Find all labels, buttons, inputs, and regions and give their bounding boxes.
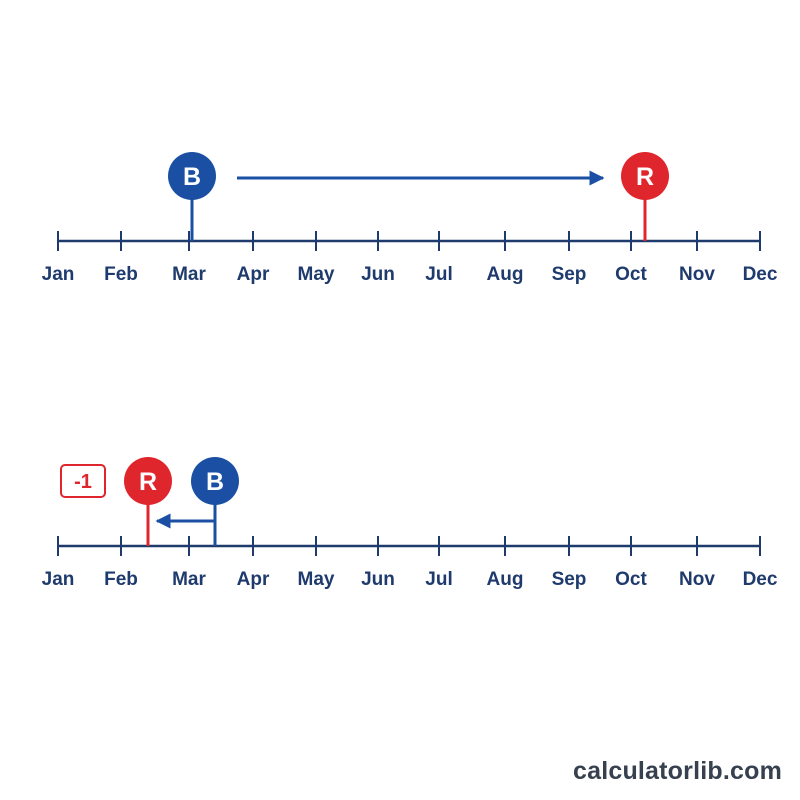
r-pin-icon: R <box>124 457 172 546</box>
month-label-feb: Feb <box>104 264 138 285</box>
r-pin-letter: R <box>636 163 654 191</box>
month-label-mar: Mar <box>172 264 206 285</box>
month-label-jan: Jan <box>42 264 75 285</box>
r-pin-icon: R <box>621 152 669 241</box>
month-label-nov: Nov <box>679 569 715 590</box>
b-pin-letter: B <box>183 163 201 191</box>
month-label-sep: Sep <box>552 264 587 285</box>
month-label-jul: Jul <box>425 569 452 590</box>
month-label-may: May <box>298 264 335 285</box>
month-label-aug: Aug <box>487 264 524 285</box>
b-pin-head <box>168 152 216 200</box>
month-label-dec: Dec <box>743 264 778 285</box>
b-pin-head <box>191 457 239 505</box>
month-label-apr: Apr <box>237 569 270 590</box>
month-label-apr: Apr <box>237 264 270 285</box>
b-pin-icon: B <box>191 457 239 546</box>
month-labels: Jan Feb Mar Apr May Jun Jul Aug Sep Oct … <box>42 569 778 590</box>
month-label-aug: Aug <box>487 569 524 590</box>
r-pin-head <box>621 152 669 200</box>
month-label-dec: Dec <box>743 569 778 590</box>
r-pin-letter: R <box>139 468 157 496</box>
b-pin-letter: B <box>206 468 224 496</box>
offset-badge: -1 <box>60 464 106 498</box>
offset-badge-text: -1 <box>74 471 92 493</box>
month-label-jul: Jul <box>425 264 452 285</box>
month-label-jun: Jun <box>361 264 395 285</box>
month-label-may: May <box>298 569 335 590</box>
month-label-jun: Jun <box>361 569 395 590</box>
month-labels: Jan Feb Mar Apr May Jun Jul Aug Sep Oct … <box>42 264 778 285</box>
timeline-top: Jan Feb Mar Apr May Jun Jul Aug Sep Oct … <box>42 152 778 285</box>
watermark-text: calculatorlib.com <box>572 757 782 785</box>
month-label-feb: Feb <box>104 569 138 590</box>
tick-marks <box>57 231 761 251</box>
offset-badge-box <box>60 464 106 498</box>
month-label-mar: Mar <box>172 569 206 590</box>
month-label-oct: Oct <box>615 569 647 590</box>
month-label-nov: Nov <box>679 264 715 285</box>
timeline-bottom: Jan Feb Mar Apr May Jun Jul Aug Sep Oct … <box>42 457 778 590</box>
month-label-jan: Jan <box>42 569 75 590</box>
tick-marks <box>57 536 761 556</box>
r-pin-head <box>124 457 172 505</box>
month-label-oct: Oct <box>615 264 647 285</box>
month-label-sep: Sep <box>552 569 587 590</box>
b-pin-icon: B <box>168 152 216 241</box>
